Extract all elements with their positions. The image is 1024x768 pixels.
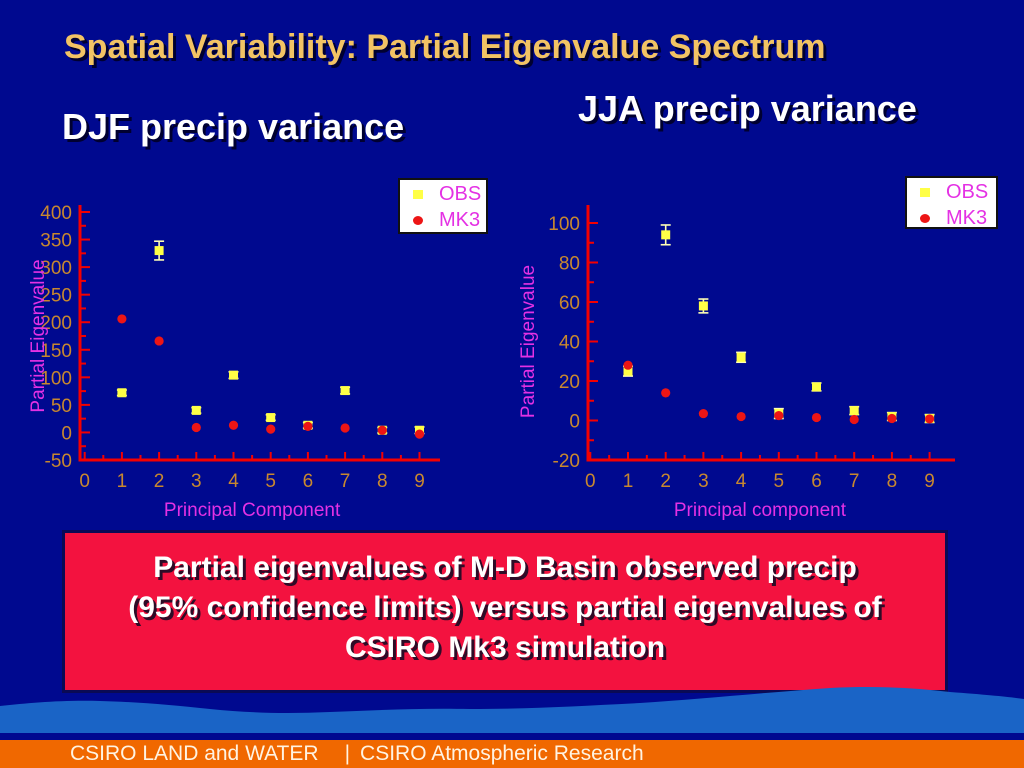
series-mk3 [117, 314, 425, 439]
caption-box: Partial eigenvalues of M-D Basin observe… [62, 530, 948, 693]
svg-text:6: 6 [811, 471, 822, 492]
jja-legend: OBS MK3 [905, 176, 998, 229]
footer-separator: | [344, 742, 351, 765]
svg-text:0: 0 [585, 471, 596, 492]
svg-text:400: 400 [40, 203, 72, 224]
caption-line-1: Partial eigenvalues of M-D Basin observe… [153, 551, 857, 584]
footer-left-text: CSIRO LAND and WATER [70, 742, 319, 765]
svg-text:0: 0 [569, 412, 580, 433]
jja-chart-title: JJA precip variance [578, 88, 917, 129]
mk3-circle-marker-icon [413, 216, 423, 225]
svg-text:40: 40 [559, 333, 580, 354]
series-obs [116, 240, 425, 435]
svg-text:300: 300 [40, 258, 72, 279]
footer-bar: CSIRO LAND and WATER | CSIRO Atmospheric R… [0, 740, 1024, 768]
y-axis-label: Partial Eigenvalue [30, 259, 49, 412]
mk3-legend-label: MK3 [439, 209, 481, 231]
legend-row-obs: OBS [907, 181, 996, 204]
y-axis-label: Partial Eigenvalue [520, 265, 539, 418]
svg-text:0: 0 [79, 471, 90, 492]
caption-line-3: CSIRO Mk3 simulation [344, 631, 666, 664]
svg-text:8: 8 [887, 471, 898, 492]
svg-text:80: 80 [559, 254, 580, 275]
svg-text:100: 100 [548, 214, 580, 235]
axes [78, 205, 440, 462]
svg-text:200: 200 [40, 313, 72, 334]
mk3-legend-label: MK3 [946, 207, 988, 229]
x-axis-label: Principal component [674, 500, 847, 520]
slide-title: Spatial Variability: Partial Eigenvalue … [64, 28, 826, 66]
obs-legend-label: OBS [946, 181, 989, 203]
obs-legend-label: OBS [439, 183, 482, 205]
svg-text:4: 4 [228, 471, 239, 492]
footer-right-text: CSIRO Atmospheric Research [360, 742, 644, 765]
series-mk3 [623, 360, 935, 425]
svg-text:250: 250 [40, 286, 72, 307]
svg-text:1: 1 [117, 471, 128, 492]
svg-text:5: 5 [774, 471, 785, 492]
axes [586, 205, 955, 462]
svg-text:-20: -20 [553, 451, 580, 472]
obs-square-marker-icon [413, 190, 423, 199]
svg-text:-50: -50 [45, 451, 72, 472]
svg-text:350: 350 [40, 231, 72, 252]
svg-text:20: 20 [559, 372, 580, 393]
svg-text:4: 4 [736, 471, 747, 492]
djf-scatter-chart: -50 0 50 100 150 200 250 300 350 400 0 1 2 3 4 5 6 7 8 9 Pri… [30, 170, 510, 520]
legend-row-mk3: MK3 [907, 207, 996, 230]
caption-line-2: (95% confidence limits) versus partial e… [128, 591, 882, 624]
svg-text:6: 6 [303, 471, 314, 492]
djf-legend: OBS MK3 [398, 178, 488, 234]
svg-text:3: 3 [698, 471, 709, 492]
djf-chart-title: DJF precip variance [62, 106, 405, 147]
wave-decoration [0, 687, 1024, 733]
svg-text:150: 150 [40, 341, 72, 362]
svg-text:0: 0 [61, 423, 72, 444]
svg-text:100: 100 [40, 368, 72, 389]
svg-text:8: 8 [377, 471, 388, 492]
mk3-circle-marker-icon [920, 214, 930, 223]
svg-text:5: 5 [265, 471, 276, 492]
x-axis-label: Principal Component [164, 500, 341, 520]
obs-square-marker-icon [920, 188, 930, 197]
svg-text:2: 2 [154, 471, 165, 492]
svg-text:9: 9 [924, 471, 935, 492]
svg-text:50: 50 [51, 396, 72, 417]
svg-text:3: 3 [191, 471, 202, 492]
jja-scatter-chart: -20 0 20 40 60 80 100 0 1 2 3 4 5 6 7 8 9 Principal compo… [520, 170, 1010, 520]
legend-row-obs: OBS [400, 183, 486, 206]
svg-text:7: 7 [849, 471, 860, 492]
svg-text:60: 60 [559, 293, 580, 314]
legend-row-mk3: MK3 [400, 209, 486, 232]
svg-text:9: 9 [414, 471, 425, 492]
svg-text:7: 7 [340, 471, 351, 492]
svg-text:1: 1 [623, 471, 634, 492]
svg-text:2: 2 [660, 471, 671, 492]
chart-canvas: -50 0 50 100 150 200 250 300 350 400 0 1 2 3 4 5 6 7 8 9 Pri… [30, 203, 440, 520]
